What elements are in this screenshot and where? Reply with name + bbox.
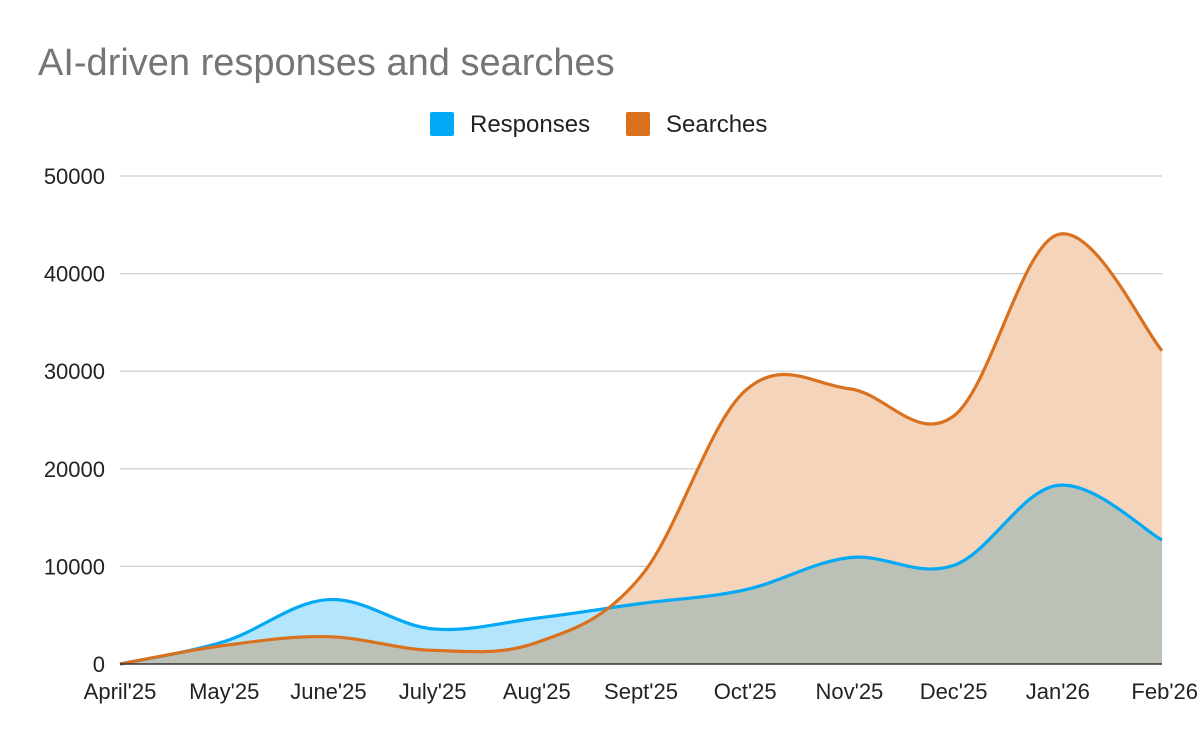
x-tick-label: April'25 (84, 679, 157, 704)
x-tick-label: Feb'26 (1131, 679, 1198, 704)
y-tick-label: 0 (93, 652, 105, 677)
legend-label: Searches (666, 111, 767, 138)
y-axis: 0 10000 20000 30000 40000 50000 (44, 164, 105, 677)
legend-label: Responses (470, 111, 590, 138)
x-tick-label: June'25 (290, 679, 366, 704)
chart-title: AI-driven responses and searches (38, 42, 615, 84)
line-responses (119, 483, 1163, 666)
y-tick-label: 50000 (44, 164, 105, 189)
y-tick-label: 40000 (44, 262, 105, 287)
x-axis: April'25 May'25 June'25 July'25 Aug'25 Sept'2… (84, 679, 1198, 704)
x-tick-label: Aug'25 (503, 679, 571, 704)
x-tick-label: Sept'25 (604, 679, 678, 704)
line-searches (119, 232, 1164, 666)
y-tick-label: 20000 (44, 457, 105, 482)
x-tick-label: July'25 (399, 679, 467, 704)
x-tick-label: Nov'25 (816, 679, 884, 704)
x-tick-label: May'25 (189, 679, 259, 704)
y-tick-label: 30000 (44, 359, 105, 384)
area-searches (120, 233, 1162, 664)
legend-swatch (626, 112, 650, 136)
y-tick-label: 10000 (44, 554, 105, 579)
legend-item-responses: Responses (430, 111, 590, 138)
legend: Responses Searches (430, 111, 767, 138)
x-tick-label: Jan'26 (1026, 679, 1090, 704)
legend-item-searches: Searches (626, 111, 767, 138)
x-tick-label: Dec'25 (920, 679, 988, 704)
x-tick-label: Oct'25 (714, 679, 777, 704)
legend-swatch (430, 112, 454, 136)
series-areas (119, 232, 1164, 666)
